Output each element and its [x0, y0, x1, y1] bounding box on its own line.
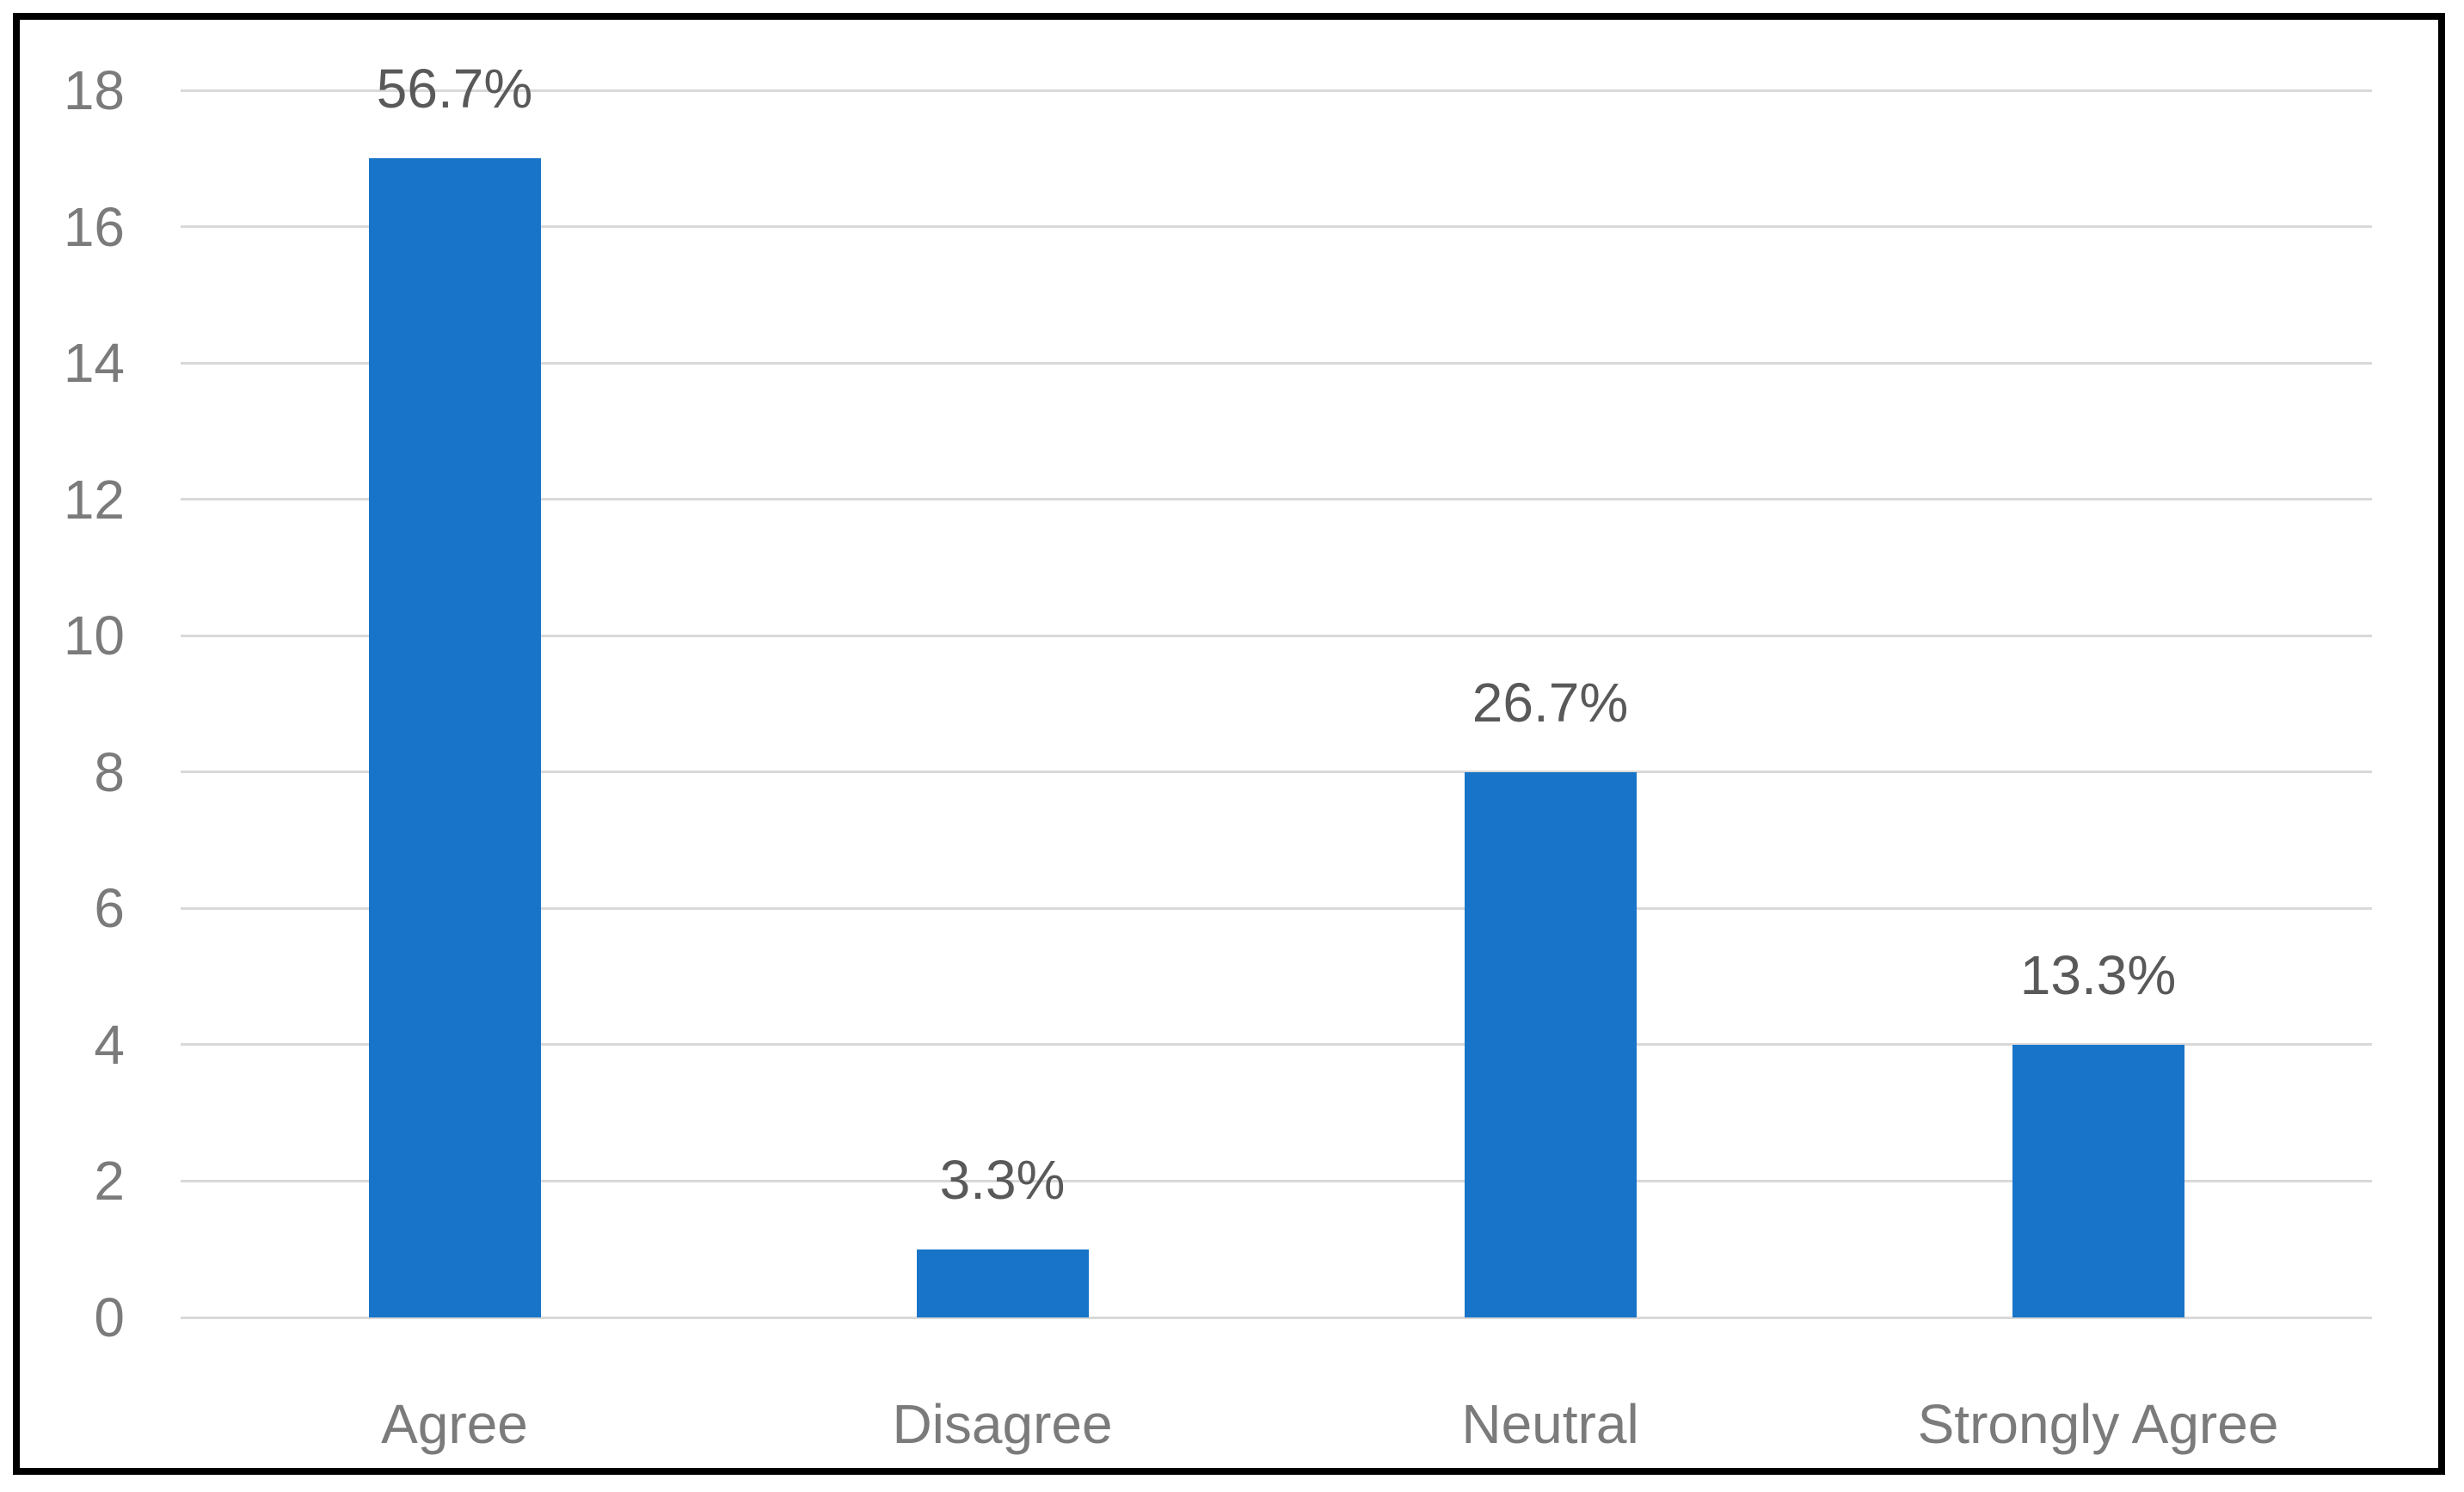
chart-border-frame [13, 13, 2445, 1475]
